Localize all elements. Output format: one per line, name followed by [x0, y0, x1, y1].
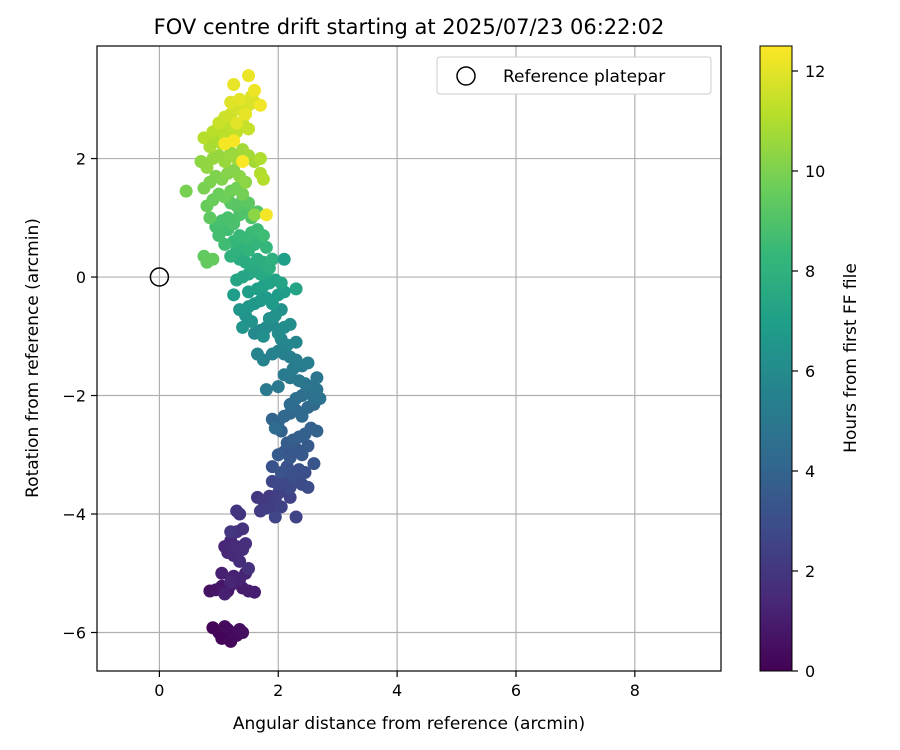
data-point	[256, 229, 270, 243]
data-point	[227, 134, 241, 148]
grid-lines	[97, 46, 721, 671]
colorbar: 0 2 4 6 8 10 12 Hours from first FF file	[759, 45, 861, 681]
data-point	[179, 184, 193, 198]
data-point	[301, 356, 315, 370]
x-axis-ticks: 0 2 4 6 8	[154, 671, 640, 700]
colorbar-tick-label: 2	[805, 562, 815, 581]
legend-box	[436, 56, 712, 95]
data-point	[247, 208, 261, 222]
colorbar-tick-label: 0	[805, 662, 815, 681]
data-point	[203, 211, 217, 225]
data-point	[259, 208, 273, 222]
plot-frame	[96, 45, 722, 672]
data-point	[242, 562, 256, 576]
data-point	[289, 282, 303, 296]
data-point	[236, 320, 250, 334]
legend-label: Reference platepar	[503, 67, 665, 87]
chart-title: FOV centre drift starting at 2025/07/23 …	[154, 15, 665, 39]
data-point	[307, 457, 321, 471]
data-point	[259, 240, 273, 254]
data-point	[239, 107, 253, 121]
data-point	[224, 575, 238, 589]
x-tick-label: 0	[154, 681, 164, 700]
data-point	[218, 620, 232, 634]
colorbar-ticks: 0 2 4 6 8 10 12	[792, 62, 825, 681]
y-axis-label: Rotation from reference (arcmin)	[23, 218, 43, 498]
data-point	[256, 329, 270, 343]
reference-platepar-marker	[149, 267, 170, 287]
data-point	[242, 122, 256, 136]
data-point	[253, 152, 267, 166]
data-points	[179, 69, 327, 648]
data-point	[233, 92, 247, 106]
data-point	[206, 252, 220, 266]
colorbar-tick-label: 10	[805, 162, 825, 181]
colorbar-tick-label: 12	[805, 62, 825, 81]
data-point	[247, 83, 261, 97]
colorbar-gradient	[759, 45, 793, 672]
data-point	[227, 288, 241, 302]
y-tick-label: 0	[76, 268, 86, 287]
data-point	[236, 625, 250, 639]
data-point	[236, 522, 250, 536]
y-tick-label: 2	[76, 150, 86, 169]
x-tick-label: 8	[630, 681, 640, 700]
data-point	[268, 510, 282, 524]
data-point	[301, 439, 315, 453]
data-point	[247, 585, 261, 599]
legend: Reference platepar	[436, 56, 712, 95]
data-point	[242, 69, 256, 83]
data-point	[224, 525, 238, 539]
data-point	[265, 252, 279, 266]
data-point	[218, 587, 232, 601]
data-point	[250, 347, 264, 361]
data-point	[283, 490, 297, 504]
legend-marker-icon	[456, 66, 476, 86]
data-point	[271, 448, 285, 462]
data-point	[256, 172, 270, 186]
y-tick-label: −2	[62, 387, 86, 406]
data-point	[268, 421, 282, 435]
data-point	[310, 424, 324, 438]
data-point	[274, 466, 288, 480]
y-tick-label: −4	[62, 505, 86, 524]
data-point	[215, 566, 229, 580]
data-point	[301, 480, 315, 494]
data-point	[253, 98, 267, 112]
x-tick-label: 2	[273, 681, 283, 700]
data-point	[230, 116, 244, 130]
data-point	[259, 383, 273, 397]
data-point	[236, 187, 250, 201]
data-point	[239, 537, 253, 551]
data-point	[230, 504, 244, 518]
data-point	[310, 371, 324, 385]
x-axis-label: Angular distance from reference (arcmin)	[233, 714, 585, 734]
data-point	[236, 155, 250, 169]
data-point	[277, 252, 291, 266]
data-point	[259, 501, 273, 515]
y-tick-label: −6	[62, 623, 86, 642]
data-point	[233, 554, 247, 568]
data-point	[274, 500, 288, 514]
data-point	[289, 510, 303, 524]
data-point	[289, 335, 303, 349]
x-tick-label: 6	[511, 681, 521, 700]
data-point	[283, 317, 297, 331]
data-point	[274, 276, 288, 290]
data-point	[239, 175, 253, 189]
y-axis-ticks: −6 −4 −2 0 2	[62, 150, 97, 642]
data-point	[271, 380, 285, 394]
colorbar-tick-label: 4	[805, 462, 815, 481]
colorbar-label: Hours from first FF file	[841, 263, 861, 453]
colorbar-tick-label: 8	[805, 262, 815, 281]
colorbar-tick-label: 6	[805, 362, 815, 381]
x-tick-label: 4	[392, 681, 402, 700]
data-point	[227, 78, 241, 92]
